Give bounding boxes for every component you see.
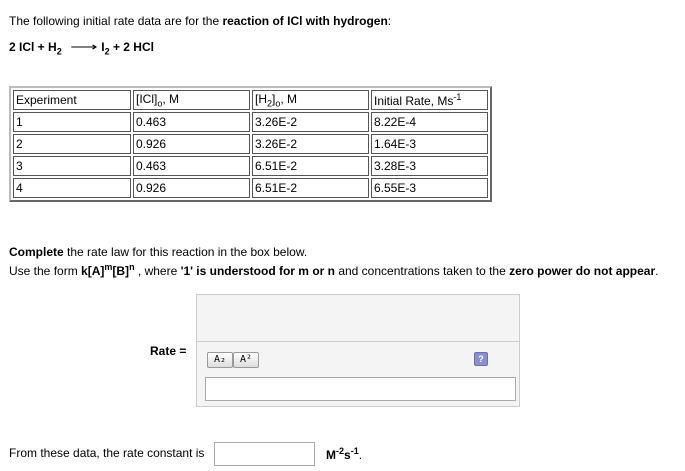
table-cell: 1.64E-3 [371, 134, 488, 154]
rate-data-table: Experiment [ICl]o, M [H2]o, M Initial Ra… [9, 86, 492, 202]
table-row: 2 0.926 3.26E-2 1.64E-3 [13, 134, 488, 154]
header-icl: [ICl]o, M [133, 90, 250, 110]
help-icon[interactable]: ? [474, 352, 488, 366]
table-cell: 1 [13, 112, 131, 132]
subscript-button[interactable]: A₂ [207, 352, 233, 368]
rate-constant-label: From these data, the rate constant is [9, 446, 205, 460]
intro-text: The following initial rate data are for … [9, 14, 392, 28]
table-cell: 3.26E-2 [252, 112, 369, 132]
table-cell: 0.926 [133, 178, 250, 198]
table-cell: 2 [13, 134, 131, 154]
header-rate: Initial Rate, Ms-1 [371, 90, 488, 110]
table-cell: 8.22E-4 [371, 112, 488, 132]
table-cell: 0.926 [133, 134, 250, 154]
table-row: 4 0.926 6.51E-2 6.55E-3 [13, 178, 488, 198]
table-row: 3 0.463 6.51E-2 3.28E-3 [13, 156, 488, 176]
table-cell: 3 [13, 156, 131, 176]
instruction-line-1: Complete the rate law for this reaction … [9, 245, 308, 259]
table-cell: 6.55E-3 [371, 178, 488, 198]
instruction-line-2: Use the form k[A]m[B]n , where '1' is un… [9, 262, 659, 278]
table-cell: 0.463 [133, 112, 250, 132]
rate-law-editor: A₂ A² ? [196, 294, 520, 407]
table-cell: 0.463 [133, 156, 250, 176]
header-h2: [H2]o, M [252, 90, 369, 110]
table-cell: 3.28E-3 [371, 156, 488, 176]
table-row: 1 0.463 3.26E-2 8.22E-4 [13, 112, 488, 132]
table-cell: 6.51E-2 [252, 178, 369, 198]
rate-constant-unit: M-2s-1. [326, 446, 363, 462]
rate-constant-input[interactable] [214, 442, 315, 466]
chemical-equation: 2 ICl + H2 ⟶ I2 + 2 HCl [9, 40, 154, 57]
table-cell: 4 [13, 178, 131, 198]
header-experiment: Experiment [13, 90, 131, 110]
rate-law-input[interactable] [205, 377, 516, 401]
rate-label: Rate = [150, 344, 187, 358]
divider [197, 341, 519, 342]
superscript-button[interactable]: A² [233, 352, 259, 368]
table-cell: 6.51E-2 [252, 156, 369, 176]
table-header-row: Experiment [ICl]o, M [H2]o, M Initial Ra… [13, 90, 488, 110]
table-cell: 3.26E-2 [252, 134, 369, 154]
